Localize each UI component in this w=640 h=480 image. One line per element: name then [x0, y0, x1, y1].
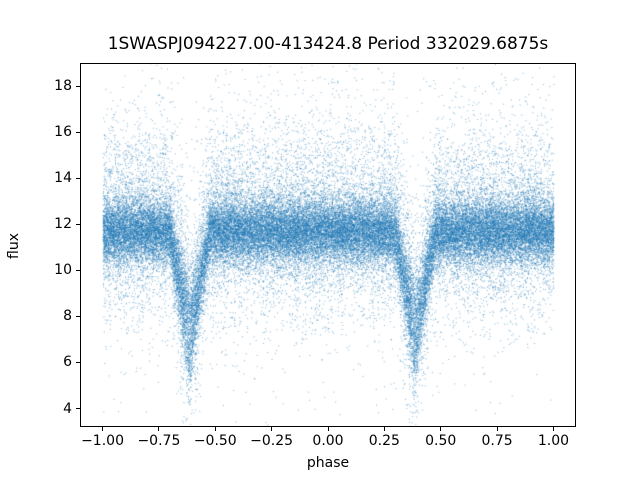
- scatter-canvas: [80, 63, 576, 427]
- x-tick-label: −0.50: [193, 433, 237, 449]
- y-tick-label: 14: [54, 170, 72, 187]
- x-tick-mark: [383, 427, 385, 431]
- x-tick-mark: [214, 427, 216, 431]
- y-tick-mark: [76, 177, 80, 179]
- y-tick-mark: [76, 85, 80, 87]
- x-tick-mark: [158, 427, 160, 431]
- x-tick-mark: [327, 427, 329, 431]
- x-tick-label: −1.00: [81, 433, 124, 449]
- y-axis-label: flux: [6, 233, 22, 259]
- y-tick-mark: [76, 223, 80, 225]
- x-tick-label: −0.75: [137, 433, 181, 449]
- x-tick-mark: [271, 427, 273, 431]
- y-tick-label: 18: [54, 78, 72, 95]
- y-tick-mark: [76, 361, 80, 363]
- x-tick-label: 0.00: [312, 433, 344, 449]
- x-tick-label: 0.25: [368, 433, 400, 449]
- y-tick-mark: [76, 131, 80, 133]
- x-tick-mark: [552, 427, 554, 431]
- x-tick-mark: [496, 427, 498, 431]
- y-tick-mark: [76, 315, 80, 317]
- y-tick-label: 16: [54, 124, 72, 141]
- y-tick-mark: [76, 408, 80, 410]
- y-tick-label: 6: [63, 354, 72, 371]
- x-tick-mark: [102, 427, 104, 431]
- y-tick-label: 12: [54, 216, 72, 233]
- x-tick-label: 0.50: [425, 433, 457, 449]
- x-axis-label: phase: [306, 455, 350, 471]
- chart-title: 1SWASPJ094227.00-413424.8 Period 332029.…: [107, 34, 549, 54]
- y-tick-label: 10: [54, 262, 72, 279]
- x-tick-label: −0.25: [250, 433, 294, 449]
- x-tick-label: 1.00: [537, 433, 570, 449]
- x-tick-mark: [440, 427, 442, 431]
- y-tick-mark: [76, 269, 80, 271]
- y-tick-label: 8: [63, 308, 72, 325]
- x-tick-label: 0.75: [481, 433, 513, 449]
- y-tick-label: 4: [63, 400, 72, 417]
